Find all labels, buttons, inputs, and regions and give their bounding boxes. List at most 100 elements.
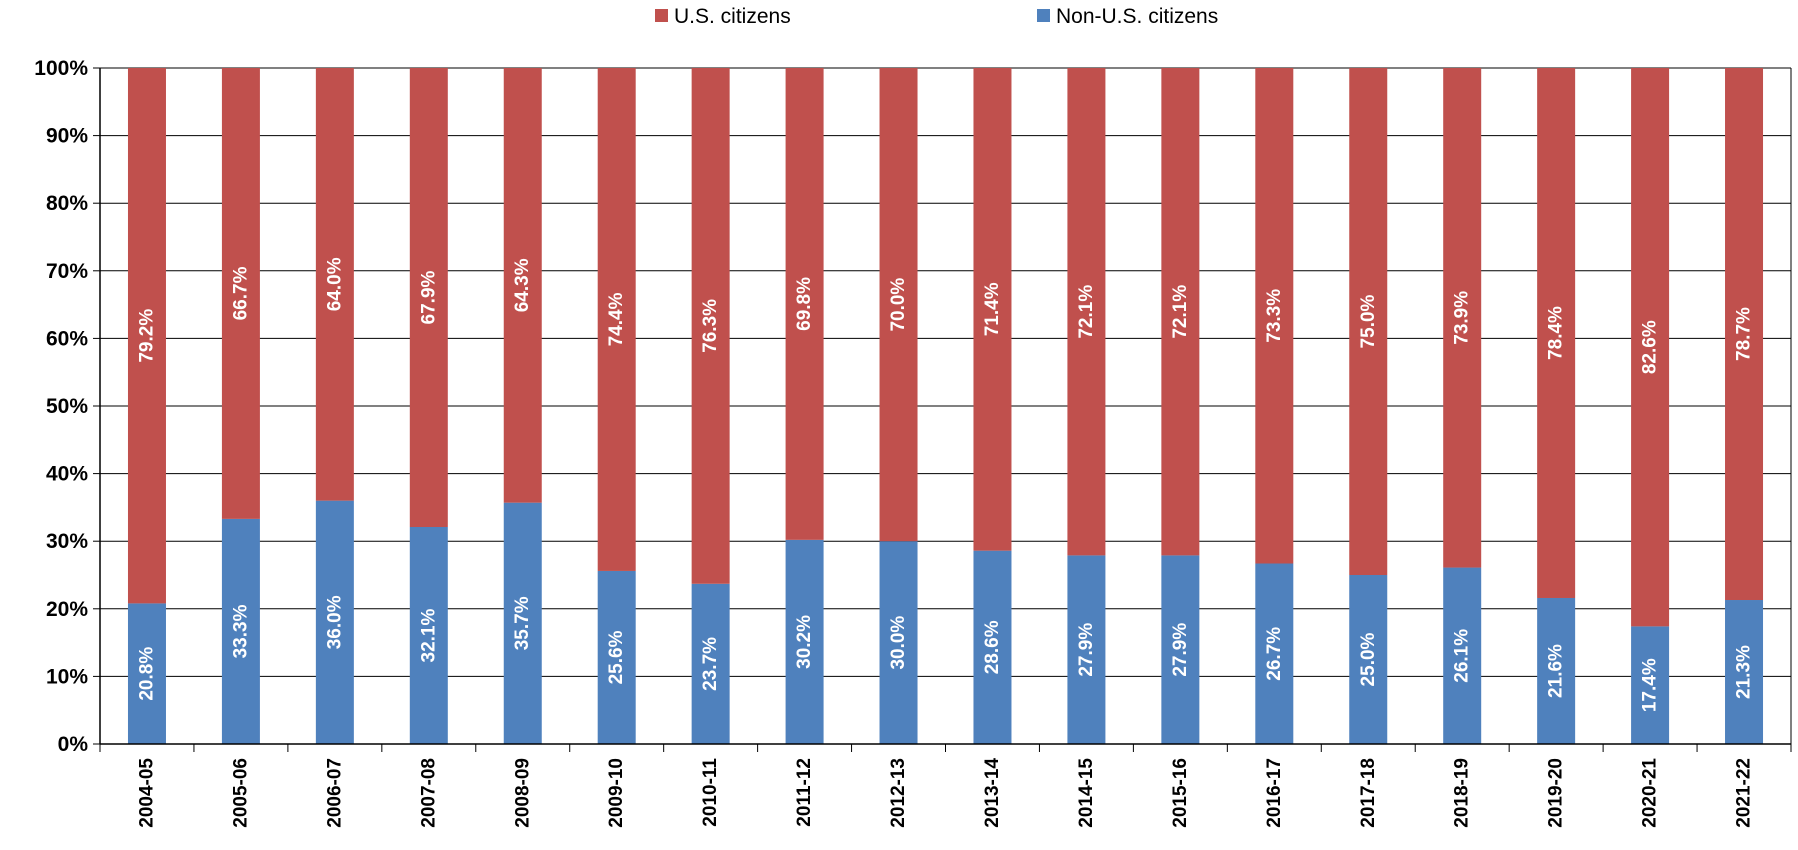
bar-non-us-citizens	[1067, 555, 1106, 744]
bar-us-citizens	[1443, 68, 1482, 568]
y-tick-label: 60%	[46, 327, 88, 350]
bar-us-citizens	[127, 68, 166, 604]
bar-us-citizens	[221, 68, 260, 519]
x-tick-label: 2007-08	[418, 758, 439, 828]
bar-non-us-citizens	[221, 518, 260, 744]
bar-non-us-citizens	[127, 603, 166, 744]
data-label-us-citizens: 70.0%	[888, 278, 909, 332]
legend: U.S. citizens Non-U.S. citizens	[655, 5, 1218, 28]
bar-us-citizens	[315, 68, 354, 501]
bar-us-citizens	[1725, 68, 1764, 601]
bar-non-us-citizens	[1161, 555, 1200, 744]
bar-us-citizens	[409, 68, 448, 528]
y-tick-label: 10%	[46, 665, 88, 688]
data-label-non-us-citizens: 25.0%	[1358, 632, 1379, 686]
x-tick-label: 2019-20	[1546, 758, 1567, 828]
y-tick-label: 0%	[58, 733, 89, 756]
data-label-us-citizens: 67.9%	[418, 270, 439, 324]
bar-non-us-citizens	[1255, 563, 1294, 744]
bar-us-citizens	[973, 68, 1012, 551]
bar-non-us-citizens	[1725, 600, 1764, 744]
y-tick-label: 50%	[46, 395, 88, 418]
data-label-us-citizens: 73.9%	[1452, 291, 1473, 345]
data-label-non-us-citizens: 30.2%	[794, 615, 815, 669]
data-label-us-citizens: 74.4%	[606, 292, 627, 346]
x-tick-label: 2018-19	[1452, 758, 1473, 828]
data-label-non-us-citizens: 23.7%	[700, 637, 721, 691]
y-tick-label: 70%	[46, 260, 88, 283]
bars: 20.8% 79.2% 33.3% 66.7% 36.0% 64.0% 32.1% 67.9%…	[127, 68, 1764, 744]
x-tick-label: 2012-13	[888, 758, 909, 828]
bar-us-citizens	[1161, 68, 1200, 556]
bar-non-us-citizens	[879, 541, 918, 744]
bar-us-citizens	[785, 68, 824, 540]
data-label-non-us-citizens: 21.6%	[1546, 644, 1567, 698]
bar-non-us-citizens	[503, 502, 542, 744]
x-tick-label: 2021-22	[1734, 758, 1755, 828]
data-label-us-citizens: 72.1%	[1170, 285, 1191, 339]
data-label-non-us-citizens: 32.1%	[418, 608, 439, 662]
x-tick-label: 2010-11	[700, 758, 721, 827]
data-label-us-citizens: 69.8%	[794, 277, 815, 331]
data-label-non-us-citizens: 27.9%	[1076, 623, 1097, 677]
data-label-us-citizens: 78.4%	[1546, 306, 1567, 360]
legend-label: U.S. citizens	[674, 5, 791, 28]
bar-us-citizens	[879, 68, 918, 542]
data-label-non-us-citizens: 17.4%	[1640, 658, 1661, 712]
y-tick-label: 20%	[46, 598, 88, 621]
data-label-non-us-citizens: 26.1%	[1452, 629, 1473, 683]
bar-us-citizens	[1631, 68, 1670, 627]
data-label-us-citizens: 82.6%	[1640, 320, 1661, 374]
x-tick-label: 2014-15	[1076, 758, 1097, 828]
data-label-non-us-citizens: 26.7%	[1264, 627, 1285, 681]
x-tick-label: 2008-09	[512, 758, 533, 828]
bar-us-citizens	[1067, 68, 1106, 556]
data-label-non-us-citizens: 25.6%	[606, 630, 627, 684]
y-tick-label: 40%	[46, 463, 88, 486]
bar-non-us-citizens	[315, 500, 354, 744]
x-tick-label: 2016-17	[1264, 758, 1285, 828]
y-axis-ticks: 0% 10% 20% 30% 40% 50% 60% 70% 80% 90% 100%	[34, 57, 100, 756]
x-tick-label: 2006-07	[324, 758, 345, 828]
bar-non-us-citizens	[973, 550, 1012, 744]
legend-label: Non-U.S. citizens	[1056, 5, 1218, 28]
x-tick-label: 2005-06	[230, 758, 251, 828]
bar-non-us-citizens	[1537, 597, 1576, 744]
data-label-us-citizens: 64.0%	[324, 257, 345, 311]
data-label-us-citizens: 64.3%	[512, 258, 533, 312]
data-label-us-citizens: 76.3%	[700, 299, 721, 353]
bar-non-us-citizens	[1349, 575, 1388, 744]
x-tick-label: 2015-16	[1170, 758, 1191, 828]
bar-us-citizens	[597, 68, 636, 571]
x-tick-label: 2013-14	[982, 758, 1003, 828]
data-label-non-us-citizens: 33.3%	[230, 604, 251, 658]
x-tick-label: 2009-10	[606, 758, 627, 828]
data-label-non-us-citizens: 27.9%	[1170, 623, 1191, 677]
y-tick-label: 100%	[34, 57, 88, 80]
data-label-us-citizens: 71.4%	[982, 282, 1003, 336]
bar-non-us-citizens	[1443, 567, 1482, 744]
data-label-us-citizens: 72.1%	[1076, 285, 1097, 339]
bar-us-citizens	[1255, 68, 1294, 564]
data-label-us-citizens: 66.7%	[230, 266, 251, 320]
bar-us-citizens	[1349, 68, 1388, 575]
bar-us-citizens	[691, 68, 730, 584]
bar-non-us-citizens	[597, 570, 636, 744]
y-tick-label: 90%	[46, 125, 88, 148]
legend-swatch	[1037, 9, 1050, 22]
y-tick-label: 30%	[46, 530, 88, 553]
data-label-us-citizens: 75.0%	[1358, 294, 1379, 348]
bar-non-us-citizens	[1631, 626, 1670, 744]
bar-us-citizens	[503, 68, 542, 503]
x-tick-label: 2020-21	[1640, 758, 1661, 828]
data-label-us-citizens: 79.2%	[136, 309, 157, 363]
bar-non-us-citizens	[785, 539, 824, 744]
x-tick-label: 2017-18	[1358, 758, 1379, 828]
x-axis-ticks: 2004-05 2005-06 2006-07 2007-08 2008-09 2009-…	[99, 744, 1792, 828]
gridlines	[100, 67, 1791, 745]
data-label-us-citizens: 73.3%	[1264, 289, 1285, 343]
data-label-non-us-citizens: 36.0%	[324, 595, 345, 649]
data-label-non-us-citizens: 20.8%	[136, 647, 157, 701]
data-label-non-us-citizens: 30.0%	[888, 616, 909, 670]
